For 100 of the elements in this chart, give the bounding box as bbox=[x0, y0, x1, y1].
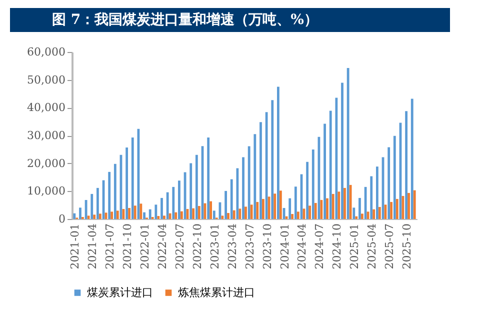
bar bbox=[262, 198, 264, 219]
bar bbox=[114, 164, 116, 219]
y-tick-label: 30,000 bbox=[27, 129, 66, 142]
bar bbox=[279, 190, 282, 219]
x-tick-label: 2025-01 bbox=[348, 224, 362, 270]
bar bbox=[376, 166, 378, 219]
bar bbox=[352, 208, 356, 219]
bar bbox=[110, 212, 114, 219]
y-tick-label: 60,000 bbox=[27, 46, 66, 58]
bar bbox=[294, 186, 297, 219]
x-tick-label: 2024-10 bbox=[330, 224, 344, 270]
bar bbox=[329, 110, 332, 219]
x-tick-label: 2022-10 bbox=[190, 224, 204, 270]
bar bbox=[338, 192, 340, 219]
bar bbox=[271, 100, 274, 219]
x-tick-label: 2021-10 bbox=[121, 224, 134, 270]
bar bbox=[174, 212, 178, 219]
bar bbox=[140, 204, 142, 219]
bar bbox=[260, 122, 262, 219]
bar bbox=[277, 86, 280, 219]
bar bbox=[163, 216, 166, 219]
x-tick-label: 2023-01 bbox=[208, 224, 222, 270]
bar bbox=[172, 186, 175, 219]
bar bbox=[224, 190, 227, 219]
bar bbox=[248, 146, 250, 219]
bar bbox=[96, 188, 99, 219]
bar bbox=[360, 214, 364, 219]
bar bbox=[308, 206, 311, 219]
bar bbox=[244, 206, 247, 219]
bar bbox=[154, 204, 158, 219]
bar bbox=[296, 212, 300, 219]
x-tick-label: 2023-04 bbox=[226, 224, 239, 270]
bar bbox=[212, 210, 216, 219]
x-tick-label: 2021-04 bbox=[86, 224, 100, 270]
bar bbox=[320, 200, 323, 219]
bar bbox=[326, 198, 328, 219]
x-tick-label: 2022-04 bbox=[156, 224, 169, 270]
bar bbox=[178, 180, 180, 219]
bar bbox=[306, 162, 309, 219]
bar bbox=[157, 216, 160, 219]
bar bbox=[250, 204, 253, 219]
bar bbox=[126, 148, 128, 219]
x-tick-label: 2024-07 bbox=[313, 224, 326, 270]
x-tick-label: 2024-01 bbox=[278, 224, 292, 270]
bar bbox=[192, 208, 195, 219]
x-tick-label: 2022-07 bbox=[173, 224, 186, 270]
x-tick-label: 2025-07 bbox=[383, 224, 396, 270]
bar bbox=[73, 213, 76, 219]
bar bbox=[393, 136, 396, 219]
bar bbox=[332, 194, 334, 219]
bar bbox=[324, 124, 326, 219]
bar bbox=[190, 163, 192, 219]
bar bbox=[180, 211, 183, 219]
bar bbox=[236, 168, 239, 219]
x-tick-label: 2023-10 bbox=[260, 224, 274, 270]
x-tick-label: 2022-01 bbox=[138, 224, 152, 270]
bar bbox=[312, 150, 314, 219]
bar bbox=[210, 201, 212, 219]
bar bbox=[230, 179, 233, 219]
y-tick-label: 50,000 bbox=[27, 73, 66, 86]
chart-title: 图 7：我国煤炭进口量和增速（万吨、%） bbox=[52, 12, 318, 28]
bar bbox=[90, 194, 94, 219]
bar bbox=[358, 198, 361, 219]
bar bbox=[390, 202, 393, 219]
bar bbox=[346, 68, 350, 219]
legend-label: 煤炭累计进口 bbox=[87, 286, 153, 299]
y-tick-label: 0 bbox=[58, 212, 66, 226]
bar bbox=[314, 202, 317, 219]
x-tick-label: 2024-04 bbox=[296, 224, 309, 270]
bar bbox=[274, 194, 276, 219]
y-tick-label: 20,000 bbox=[27, 156, 66, 170]
bar bbox=[413, 190, 416, 219]
bar bbox=[288, 198, 292, 219]
legend-label: 炼焦煤累计进口 bbox=[178, 286, 255, 299]
bar bbox=[98, 214, 102, 219]
x-tick-label: 2023-07 bbox=[243, 224, 256, 270]
bar bbox=[207, 137, 210, 219]
bar bbox=[148, 209, 152, 219]
bar bbox=[372, 209, 376, 219]
bar bbox=[227, 212, 230, 219]
bar bbox=[116, 210, 119, 219]
bar bbox=[160, 198, 163, 219]
bar bbox=[410, 98, 414, 219]
bar bbox=[79, 208, 82, 219]
bar bbox=[198, 206, 200, 219]
bar bbox=[232, 210, 236, 219]
bar bbox=[291, 214, 294, 219]
x-tick-label: 2025-04 bbox=[366, 224, 379, 270]
bar bbox=[238, 208, 242, 219]
bar bbox=[108, 172, 111, 219]
bar bbox=[265, 112, 268, 219]
x-tick-label: 2021-01 bbox=[68, 224, 82, 270]
bar bbox=[341, 82, 344, 219]
y-tick-label: 10,000 bbox=[27, 184, 66, 198]
bar bbox=[370, 176, 373, 219]
bar bbox=[195, 154, 198, 219]
bar bbox=[131, 138, 134, 219]
bar bbox=[355, 216, 358, 219]
x-tick-label: 2021-07 bbox=[104, 224, 117, 270]
bar bbox=[254, 134, 256, 219]
